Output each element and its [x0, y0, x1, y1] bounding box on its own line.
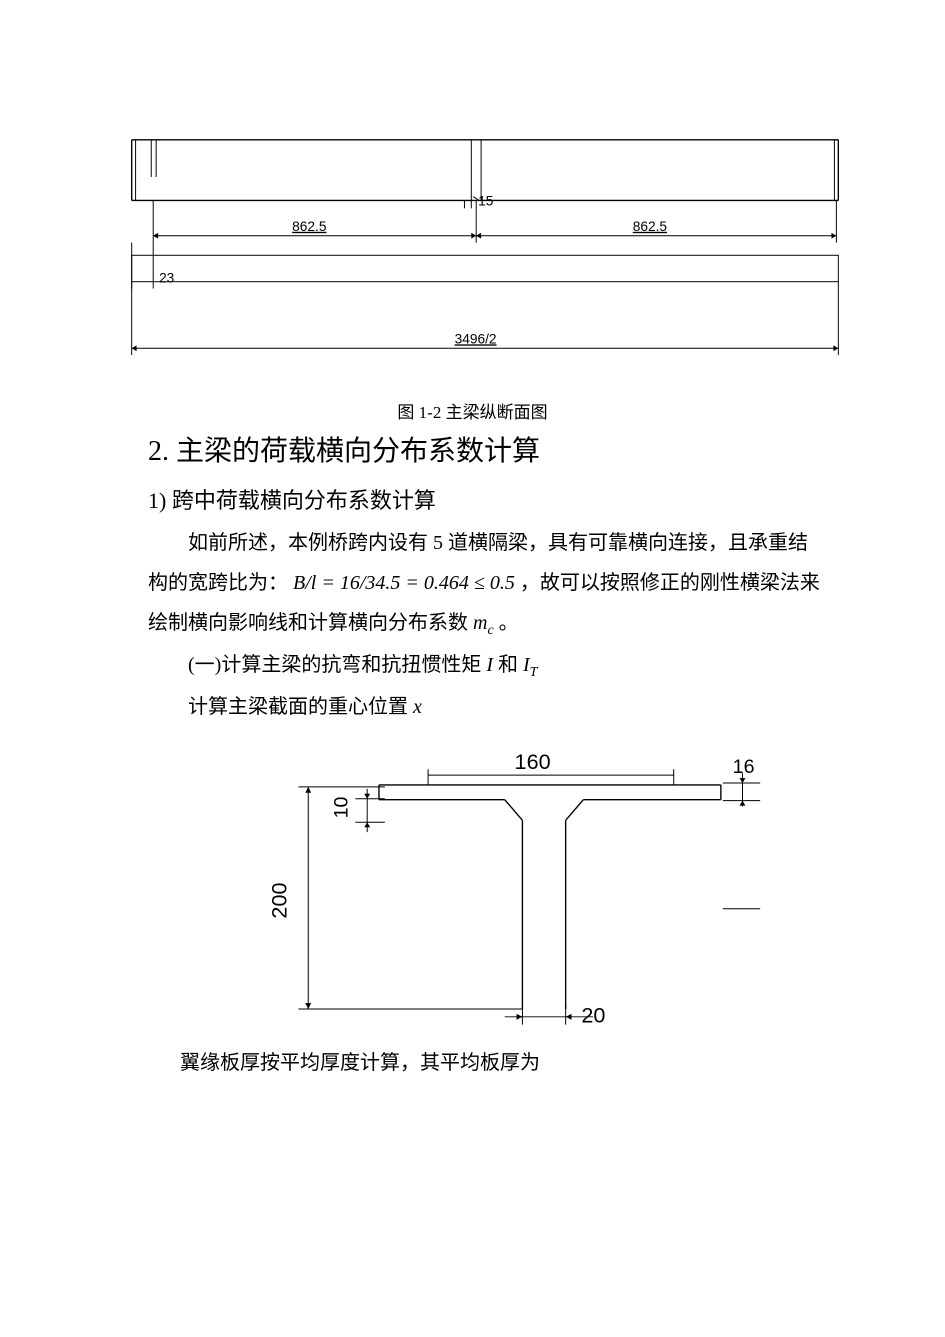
dim-flange-16: 16 — [733, 756, 755, 778]
longitudinal-section-figure: 15 862.5 862.5 23 3496/2 — [120, 130, 825, 360]
var-I: I — [486, 654, 493, 676]
dim-left-span: 862.5 — [292, 219, 327, 234]
var-IT: I — [523, 654, 530, 676]
var-IT-sub: T — [530, 665, 538, 680]
dim-left-edge: 23 — [159, 271, 175, 286]
dim-haunch-10: 10 — [331, 796, 353, 818]
dim-flange-160: 160 — [515, 749, 551, 774]
dim-height-200: 200 — [267, 882, 292, 918]
dim-center-15: 15 — [478, 193, 494, 208]
var-m: m — [473, 612, 487, 634]
formula-Bl: B/l = 16/34.5 = 0.464 ≤ 0.5 — [293, 572, 515, 594]
heading-section-2: 2. 主梁的荷载横向分布系数计算 — [148, 429, 945, 469]
paragraph-intro: 如前所述，本例桥跨内设有 5 道横隔梁，具有可靠横向连接，且承重结构的宽跨比为：… — [148, 523, 825, 645]
dim-right-span: 862.5 — [633, 219, 668, 234]
para1-text-c: 。 — [499, 612, 519, 634]
heading-1-midspan: 1) 跨中荷载横向分布系数计算 — [148, 483, 945, 515]
dim-web-20: 20 — [581, 1003, 605, 1028]
diagram-svg-2: 160 16 10 — [210, 749, 770, 1039]
line-centroid-x: 计算主梁截面的重心位置 x — [148, 687, 825, 727]
var-x: x — [413, 696, 422, 718]
diagram-svg-1: 15 862.5 862.5 23 3496/2 — [120, 130, 850, 360]
dim-total: 3496/2 — [455, 331, 497, 346]
paragraph-avg-thickness: 翼缘板厚按平均厚度计算，其平均板厚为 — [180, 1043, 825, 1083]
t-beam-section-figure: 160 16 10 — [210, 749, 825, 1039]
line2-b: 和 — [498, 654, 523, 676]
var-m-sub: c — [487, 623, 493, 638]
line3-a: 计算主梁截面的重心位置 — [188, 696, 413, 718]
line2-a: (一)计算主梁的抗弯和抗扭惯性矩 — [188, 654, 481, 676]
figure-caption-1-2: 图 1-2 主梁纵断面图 — [0, 398, 945, 423]
line-compute-I-IT: (一)计算主梁的抗弯和抗扭惯性矩 I 和 IT — [148, 645, 825, 687]
